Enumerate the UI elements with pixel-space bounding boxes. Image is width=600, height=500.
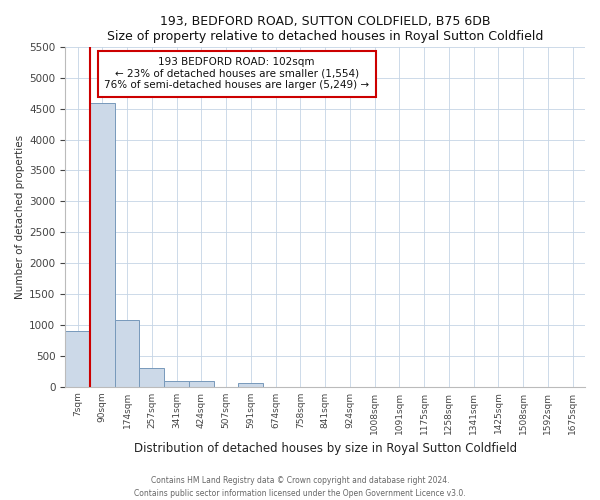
X-axis label: Distribution of detached houses by size in Royal Sutton Coldfield: Distribution of detached houses by size …: [134, 442, 517, 455]
Bar: [65, 331, 90, 386]
Text: Contains HM Land Registry data © Crown copyright and database right 2024.
Contai: Contains HM Land Registry data © Crown c…: [134, 476, 466, 498]
Bar: [90, 102, 115, 387]
Text: 193 BEDFORD ROAD: 102sqm
← 23% of detached houses are smaller (1,554)
76% of sem: 193 BEDFORD ROAD: 102sqm ← 23% of detach…: [104, 57, 369, 90]
Bar: [139, 368, 164, 386]
Bar: [164, 381, 189, 386]
Bar: [238, 383, 263, 386]
Bar: [189, 381, 214, 386]
Y-axis label: Number of detached properties: Number of detached properties: [15, 134, 25, 299]
Bar: [115, 320, 139, 386]
Title: 193, BEDFORD ROAD, SUTTON COLDFIELD, B75 6DB
Size of property relative to detach: 193, BEDFORD ROAD, SUTTON COLDFIELD, B75…: [107, 15, 543, 43]
